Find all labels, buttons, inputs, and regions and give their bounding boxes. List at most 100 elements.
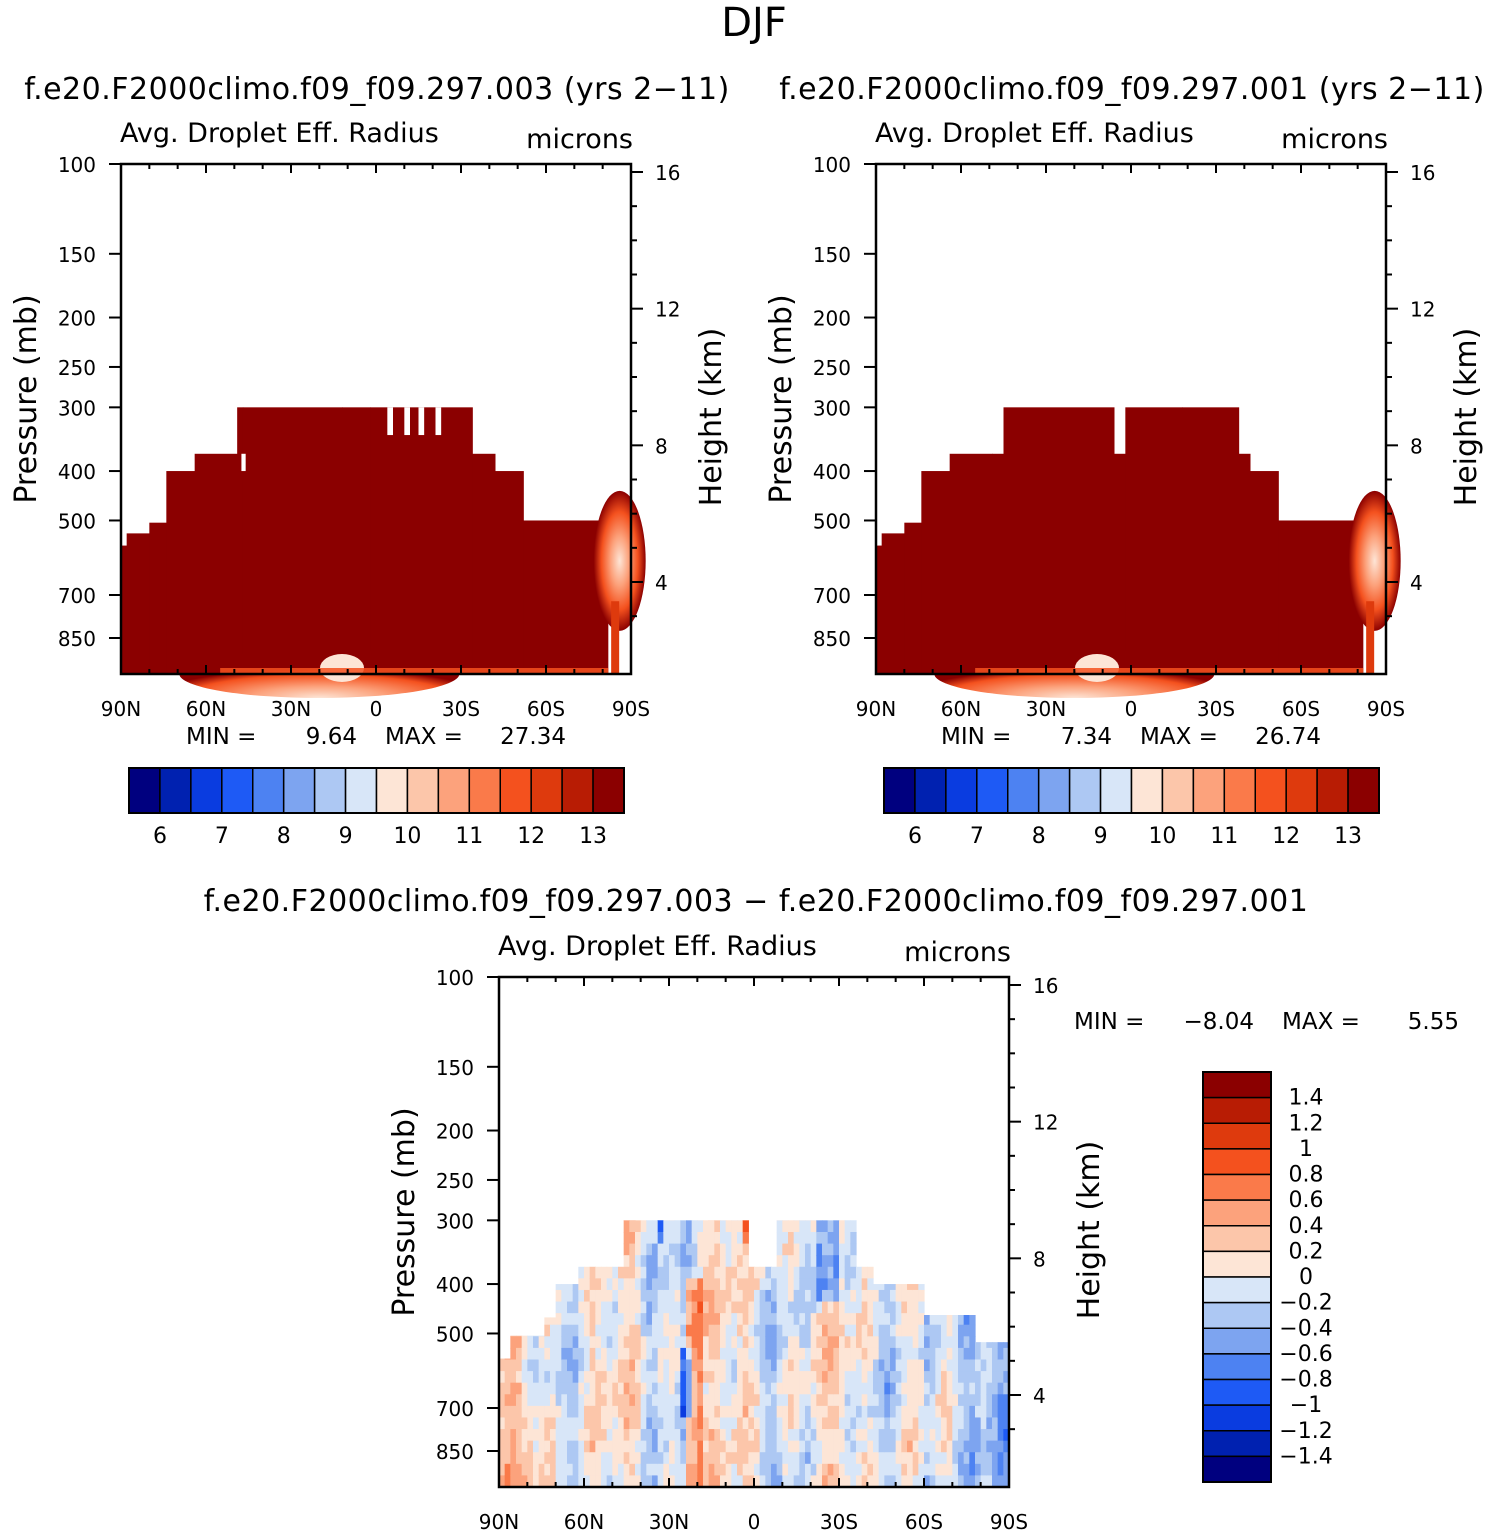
diff-cell — [816, 1347, 823, 1361]
diff-cell — [929, 1440, 936, 1453]
diff-cell — [759, 1429, 766, 1442]
diff-cell — [561, 1475, 568, 1487]
diff-cell — [839, 1452, 846, 1465]
diff-cell — [595, 1359, 602, 1372]
diff-cell — [623, 1405, 630, 1419]
diff-cell — [669, 1429, 676, 1442]
diff-cell — [782, 1324, 789, 1337]
diff-cell — [941, 1475, 948, 1487]
diff-cell — [697, 1475, 704, 1487]
diff-cell — [623, 1359, 630, 1372]
diff-cell — [589, 1417, 596, 1430]
diff-cell — [742, 1359, 749, 1372]
diff-cell — [833, 1278, 840, 1291]
diff-cell — [606, 1289, 613, 1303]
diff-cell — [754, 1382, 761, 1395]
diff-cell — [827, 1301, 834, 1314]
diff-cell — [963, 1405, 970, 1419]
diff-cell — [612, 1289, 619, 1303]
diff-cell — [878, 1301, 885, 1314]
diff-cell — [510, 1417, 517, 1430]
diff-cell — [941, 1440, 948, 1453]
diff-cell — [850, 1371, 857, 1384]
diff-cell — [782, 1452, 789, 1465]
diff-cell — [708, 1347, 715, 1361]
diff-cell — [703, 1475, 710, 1487]
diff-cell — [595, 1289, 602, 1303]
diff-cell — [833, 1359, 840, 1372]
diff-cell — [533, 1335, 540, 1337]
diff-cell — [595, 1417, 602, 1430]
diff-cell — [618, 1371, 625, 1384]
diff-cell — [708, 1220, 715, 1233]
colorbar-swatch — [1223, 767, 1256, 814]
diff-cell — [912, 1452, 919, 1465]
diff-cell — [946, 1394, 953, 1407]
diff-cell — [652, 1255, 659, 1268]
diff-cell — [890, 1347, 897, 1361]
diff-cell — [635, 1463, 642, 1477]
diff-cell — [912, 1429, 919, 1442]
colorbar-swatch — [1202, 1353, 1272, 1381]
diff-cell — [720, 1278, 727, 1291]
diff-cell — [742, 1324, 749, 1337]
diff-cell — [856, 1289, 863, 1303]
x-tick-label: 0 — [1125, 697, 1138, 721]
diff-cell — [776, 1313, 783, 1326]
diff-cell — [703, 1278, 710, 1291]
diff-cell — [975, 1440, 982, 1453]
diff-cell — [640, 1371, 647, 1384]
diff-cell — [618, 1475, 625, 1487]
diff-cell — [782, 1382, 789, 1395]
diff-cell — [827, 1324, 834, 1337]
y-tick-label: 200 — [58, 307, 96, 331]
diff-cell — [725, 1266, 732, 1279]
diff-cell — [810, 1382, 817, 1395]
diff-cell — [674, 1220, 681, 1233]
diff-cell — [782, 1266, 789, 1279]
diff-cell — [963, 1324, 970, 1337]
field-block — [149, 522, 167, 674]
diff-cell — [793, 1371, 800, 1384]
diff-cell — [567, 1301, 574, 1314]
diff-cell — [612, 1394, 619, 1407]
diff-cell — [500, 1463, 506, 1477]
diff-cell — [742, 1301, 749, 1314]
diff-cell — [788, 1440, 795, 1453]
diff-cell — [663, 1255, 670, 1268]
diff-cell — [737, 1278, 744, 1291]
diff-cell — [759, 1278, 766, 1291]
diff-cell — [623, 1394, 630, 1407]
diff-cell — [584, 1475, 591, 1487]
diff-cell — [601, 1440, 608, 1453]
diff-cell — [782, 1232, 789, 1245]
diff-cell — [969, 1475, 976, 1487]
diff-cell — [691, 1301, 698, 1314]
colorbar-label: 8 — [1032, 824, 1046, 849]
diff-cell — [788, 1382, 795, 1395]
diff-cell — [901, 1371, 908, 1384]
diff-cell — [827, 1440, 834, 1453]
diff-cell — [652, 1220, 659, 1233]
panel-3-min-label: MIN = — [1074, 1009, 1144, 1035]
diff-cell — [878, 1313, 885, 1326]
diff-cell — [867, 1394, 874, 1407]
diff-cell — [504, 1371, 511, 1384]
y-tick-label: 150 — [436, 1056, 474, 1080]
diff-cell — [918, 1405, 925, 1419]
diff-cell — [776, 1301, 783, 1314]
diff-cell — [691, 1289, 698, 1303]
diff-cell — [890, 1463, 897, 1477]
diff-cell — [929, 1405, 936, 1419]
diff-cell — [606, 1324, 613, 1337]
diff-cell — [691, 1313, 698, 1326]
diff-cell — [782, 1313, 789, 1326]
diff-cell — [856, 1371, 863, 1384]
diff-cell — [708, 1382, 715, 1395]
diff-cell — [935, 1315, 942, 1326]
diff-cell — [873, 1301, 880, 1314]
y-tick-label: 250 — [58, 356, 96, 380]
diff-cell — [504, 1417, 511, 1430]
diff-cell — [839, 1429, 846, 1442]
diff-cell — [714, 1289, 721, 1303]
